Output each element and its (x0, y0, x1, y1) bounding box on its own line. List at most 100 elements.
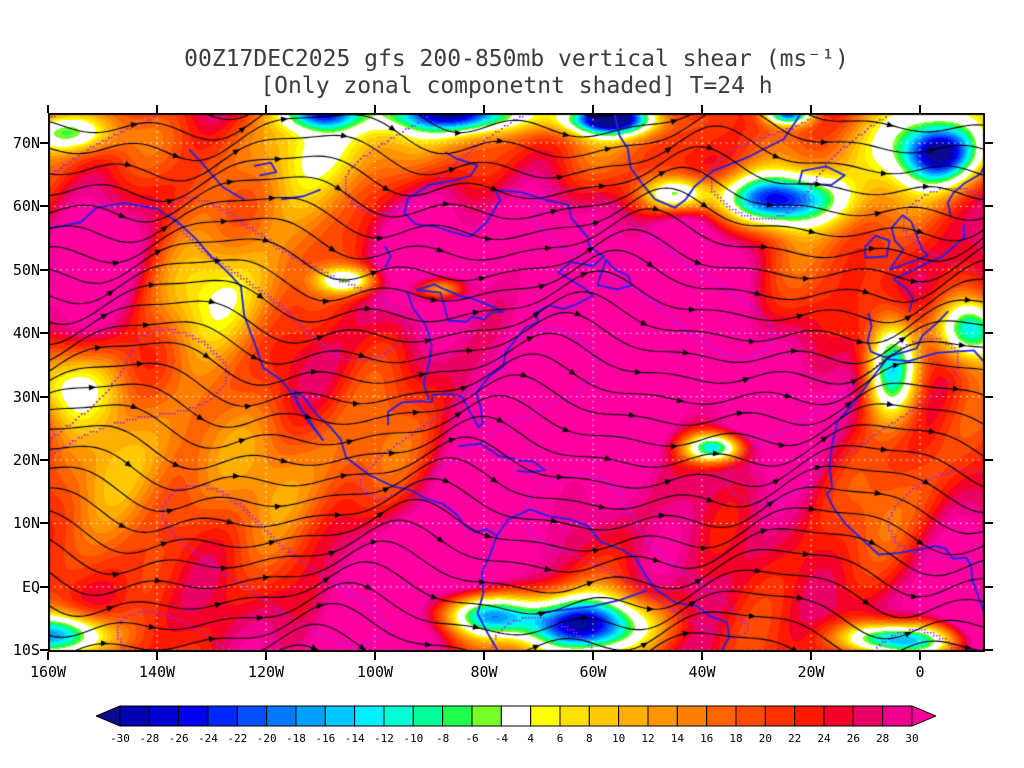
lon-tick-label: 0 (915, 663, 925, 681)
colorbar-tick-label: 12 (641, 732, 654, 745)
lat-tick-mark (40, 459, 48, 461)
lon-tick-mark (482, 652, 485, 660)
colorbar-segment (119, 705, 150, 727)
lon-tick-label: 140W (138, 663, 176, 681)
lon-tick-label: 60W (579, 663, 607, 681)
lat-tick-mark (40, 522, 48, 525)
colorbar-segment (618, 705, 649, 727)
colorbar-tick-label: -12 (374, 732, 394, 745)
chart-title-line2: [Only zonal componetnt shaded] T=24 h (260, 73, 773, 99)
colorbar-tick-label: -10 (403, 732, 423, 745)
lat-tick-mark (985, 332, 993, 335)
chart-title-line1: 00Z17DEC2025 gfs 200-850mb vertical shea… (184, 46, 849, 72)
lon-tick-mark (264, 652, 267, 660)
lat-tick-label: 40N (12, 324, 40, 343)
lon-tick-mark (591, 105, 594, 113)
lat-tick-mark (985, 649, 993, 652)
colorbar-segment (794, 705, 825, 727)
lat-tick-mark (985, 141, 993, 144)
lon-tick-mark (918, 652, 921, 660)
lon-tick-label: 100W (356, 663, 394, 681)
colorbar-segment (207, 705, 238, 727)
lat-tick-label: 10S (12, 641, 40, 660)
lon-tick-label: 40W (688, 663, 716, 681)
colorbar-tick-label: -4 (495, 732, 509, 745)
colorbar-tick-label: -22 (227, 732, 247, 745)
colorbar-tick-label: -28 (139, 732, 159, 745)
colorbar-segment (882, 705, 913, 727)
colorbar-tick-label: -24 (198, 732, 218, 745)
lat-tick-label: 10N (12, 514, 40, 533)
colorbar-segment (647, 705, 678, 727)
colorbar-tick-label: 16 (700, 732, 713, 745)
lat-tick-label: 30N (12, 387, 40, 406)
colorbar-tick-label: 30 (905, 732, 918, 745)
lon-tick-mark (700, 105, 703, 113)
lon-tick-mark (155, 105, 158, 113)
colorbar-tick-label: 18 (729, 732, 742, 745)
lat-tick-mark (40, 649, 48, 652)
lat-tick-mark (40, 332, 48, 335)
lat-tick-label: 50N (12, 260, 40, 279)
lat-tick-label: EQ (21, 577, 40, 596)
colorbar-segment (412, 705, 444, 727)
lat-tick-mark (985, 522, 993, 525)
lat-tick-label: 60N (12, 197, 40, 216)
colorbar-segment (354, 705, 385, 727)
colorbar-segment (383, 705, 414, 727)
colorbar-tick-label: 8 (586, 732, 593, 745)
lon-tick-mark (155, 652, 158, 660)
colorbar-segment (735, 705, 766, 727)
shear-streamline-map-canvas (48, 113, 985, 652)
colorbar-segment (148, 705, 180, 727)
colorbar: -30 -28 -26 -24 -22 -20 -18 -16 -14 -12 -10 -8 -6 -4 4… (96, 705, 936, 745)
lon-tick-label: 120W (247, 663, 285, 681)
lon-tick-mark (482, 105, 485, 113)
colorbar-segment (764, 705, 796, 727)
colorbar-segment (266, 705, 297, 727)
colorbar-tick-label: 14 (671, 732, 685, 745)
colorbar-tick-label: -14 (345, 732, 365, 745)
colorbar-left-arrow (96, 705, 121, 727)
lat-tick-mark (40, 395, 48, 398)
colorbar-segment (500, 705, 532, 727)
lon-tick-mark (264, 105, 267, 113)
colorbar-tick-label: -6 (465, 732, 478, 745)
colorbar-tick-label: -20 (257, 732, 277, 745)
colorbar-segment (676, 705, 708, 727)
colorbar-tick-label: -26 (169, 732, 189, 745)
colorbar-tick-label: 4 (527, 732, 534, 745)
lon-tick-mark (47, 105, 49, 113)
lat-tick-mark (985, 268, 993, 271)
lon-tick-mark (591, 652, 594, 660)
colorbar-segment (236, 705, 268, 727)
colorbar-tick-label: 22 (788, 732, 801, 745)
colorbar-segment (442, 705, 473, 727)
colorbar-segment (588, 705, 620, 727)
map-plot-area (48, 113, 985, 652)
colorbar-tick-label: 28 (876, 732, 889, 745)
lon-tick-mark (47, 652, 49, 660)
lat-tick-mark (985, 395, 993, 398)
colorbar-right-arrow (911, 705, 936, 727)
colorbar-tick-label: 24 (817, 732, 831, 745)
colorbar-segment (530, 705, 561, 727)
lat-tick-label: 20N (12, 451, 40, 469)
colorbar-tick-label: -16 (315, 732, 335, 745)
lon-tick-mark (809, 105, 812, 113)
colorbar-tick-label: -8 (436, 732, 449, 745)
colorbar-tick-label: 10 (612, 732, 625, 745)
lat-tick-mark (40, 268, 48, 271)
lon-tick-label: 80W (470, 663, 498, 681)
colorbar-tick-label: -30 (110, 732, 130, 745)
lon-tick-label: 160W (29, 663, 67, 681)
colorbar-segment (559, 705, 590, 727)
colorbar-segment (706, 705, 737, 727)
colorbar-tick-label: 6 (557, 732, 564, 745)
lat-tick-mark (40, 141, 48, 144)
colorbar-segment (324, 705, 356, 727)
lat-tick-mark (40, 585, 48, 588)
colorbar-segment (295, 705, 326, 727)
colorbar-tick-label: 26 (847, 732, 860, 745)
